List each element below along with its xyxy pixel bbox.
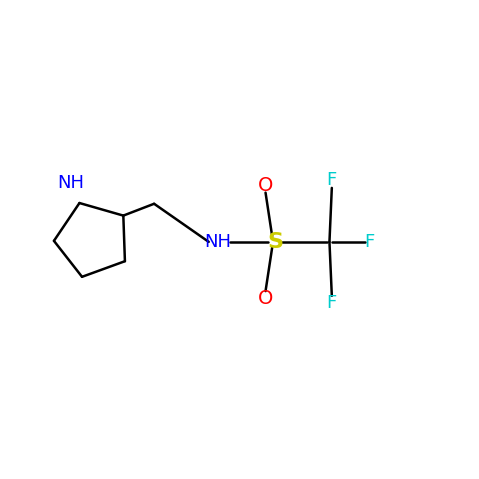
Text: F: F <box>327 295 337 312</box>
Text: S: S <box>267 232 283 252</box>
Text: F: F <box>327 171 337 189</box>
Text: NH: NH <box>57 174 84 192</box>
Text: NH: NH <box>205 233 232 251</box>
Text: O: O <box>258 176 273 194</box>
Text: O: O <box>258 289 273 308</box>
Text: F: F <box>365 233 375 251</box>
